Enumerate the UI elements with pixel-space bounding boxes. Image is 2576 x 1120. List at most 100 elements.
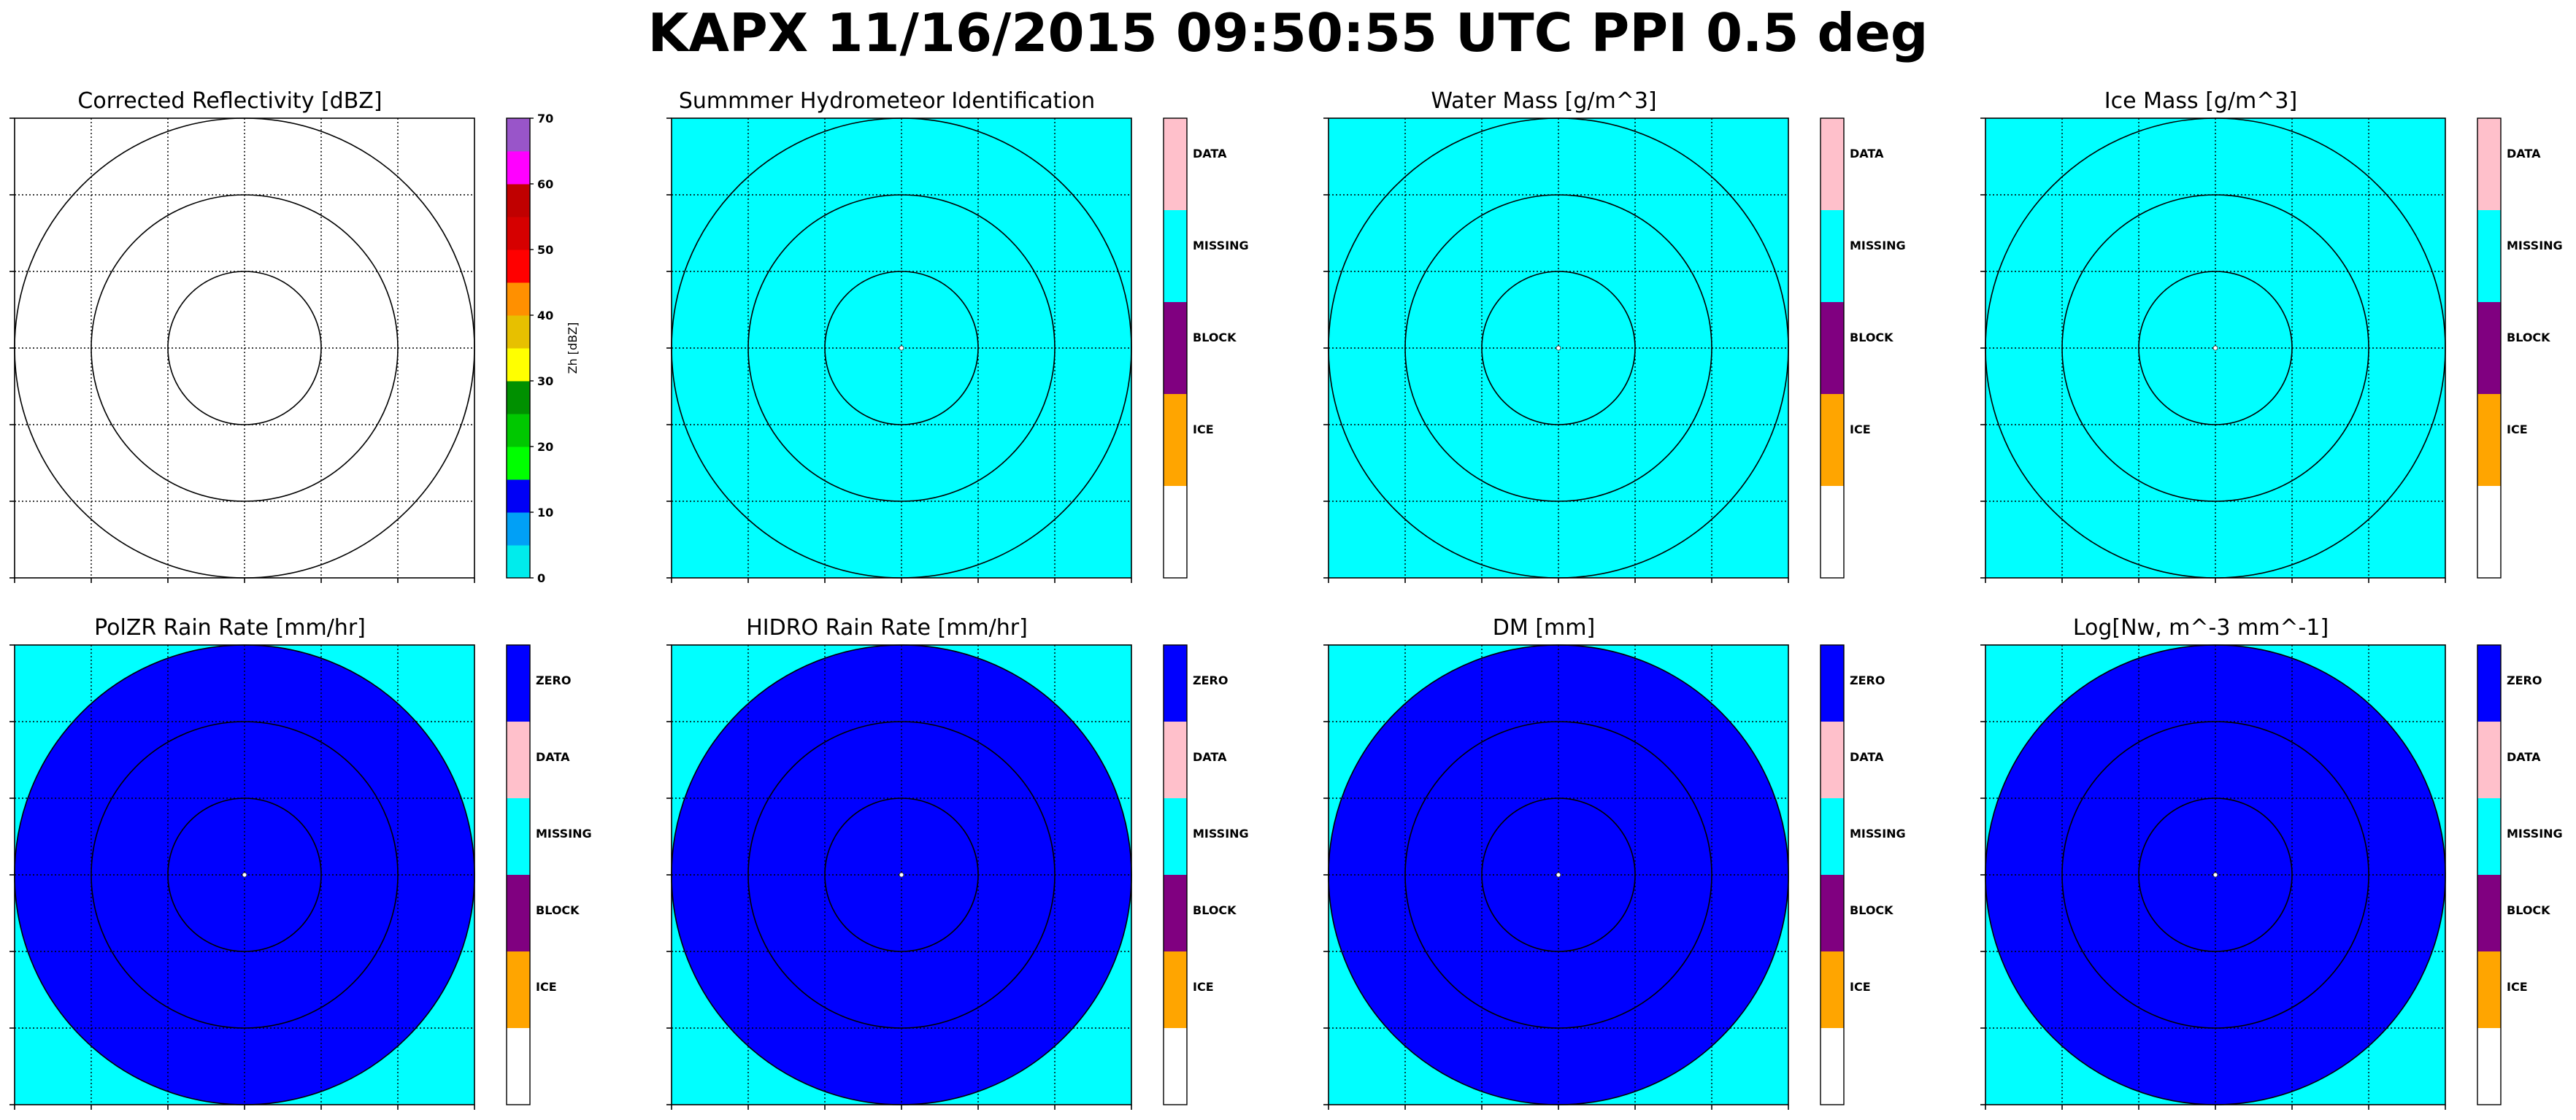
axes-frame — [671, 644, 1132, 1105]
colorbar-category — [2477, 875, 2501, 952]
colorbar-segment — [507, 151, 530, 185]
colorbar-category — [1820, 118, 1844, 211]
colorbar-category — [2477, 722, 2501, 799]
colorbar-category — [1820, 394, 1844, 487]
colorbar-category-label: BLOCK — [1193, 331, 1237, 344]
range-ring — [824, 797, 979, 952]
radar-panel: PolZR Rain Rate [mm/hr] ZERO DATA MISSING BL… — [0, 615, 592, 1111]
axes-frame — [14, 644, 475, 1105]
colorbar-category-label: DATA — [536, 750, 570, 764]
colorbar-category — [507, 875, 530, 952]
colorbar: ZERO DATA MISSING BLOCK ICE — [506, 644, 592, 1105]
ppi-axes — [666, 117, 1132, 583]
axes-frame — [1328, 644, 1789, 1105]
range-ring — [747, 721, 1056, 1029]
ppi-axes — [1323, 644, 1789, 1110]
colorbar-category — [1820, 302, 1844, 395]
colorbar-category-label: ICE — [1850, 980, 1871, 994]
ppi-axes — [1980, 117, 2446, 583]
colorbar-category-label: MISSING — [2507, 827, 2563, 841]
colorbar-frame — [1820, 644, 1845, 1105]
colorbar: ZERO DATA MISSING BLOCK ICE — [1820, 644, 1906, 1105]
colorbar-category — [2477, 1028, 2501, 1105]
colorbar-category — [507, 798, 530, 876]
range-ring — [2138, 797, 2293, 952]
colorbar-segment — [507, 479, 530, 513]
colorbar-tick-label: 70 — [537, 112, 553, 125]
panel-title: Water Mass [g/m^3] — [1431, 88, 1657, 114]
colorbar-category-label: MISSING — [1193, 239, 1249, 252]
colorbar-category-label: DATA — [1850, 750, 1884, 764]
range-ring — [1481, 797, 1636, 952]
colorbar: DATA MISSING BLOCK ICE — [1163, 117, 1249, 579]
panel-title: PolZR Rain Rate [mm/hr] — [94, 615, 366, 641]
colorbar-tick-label: 30 — [537, 374, 553, 388]
colorbar-category — [1164, 1028, 1187, 1105]
colorbar-category — [1820, 798, 1844, 876]
colorbar-tick-label: 10 — [537, 506, 553, 520]
colorbar-frame — [2477, 117, 2502, 579]
colorbar-category — [2477, 645, 2501, 722]
colorbar-category — [1164, 875, 1187, 952]
colorbar-category — [1164, 722, 1187, 799]
colorbar-category-label: ICE — [1193, 980, 1214, 994]
colorbar-frame — [506, 117, 531, 579]
colorbar: DATA MISSING BLOCK ICE — [2477, 117, 2563, 579]
panel-title: DM [mm] — [1492, 615, 1596, 641]
colorbar-category-label: DATA — [2507, 750, 2541, 764]
colorbar-category — [2477, 486, 2501, 579]
range-ring — [824, 271, 979, 425]
colorbar-tick-label: 0 — [537, 571, 545, 585]
radar-site-marker — [1556, 872, 1561, 878]
colorbar-category — [1164, 486, 1187, 579]
colorbar-category-label: DATA — [1193, 750, 1227, 764]
colorbar-frame — [1163, 644, 1188, 1105]
ppi-axes — [1323, 117, 1789, 583]
colorbar-segment — [507, 250, 530, 283]
colorbar-tick-label: 60 — [537, 177, 553, 191]
colorbar-category — [2477, 798, 2501, 876]
colorbar-segment — [507, 184, 530, 217]
range-ring — [91, 721, 399, 1029]
colorbar-category — [1164, 118, 1187, 211]
panel-title: Corrected Reflectivity [dBZ] — [77, 88, 382, 114]
colorbar-category — [1820, 1028, 1844, 1105]
panel-title: Summmer Hydrometeor Identification — [678, 88, 1096, 114]
range-ring — [1404, 194, 1712, 502]
colorbar-segment — [507, 381, 530, 414]
colorbar-segment — [507, 512, 530, 546]
colorbar-category — [1164, 798, 1187, 876]
radar-site-marker — [242, 872, 247, 878]
colorbar-category — [2477, 118, 2501, 211]
colorbar-category — [1820, 645, 1844, 722]
colorbar-category-label: ZERO — [536, 673, 571, 687]
axes-frame — [671, 117, 1132, 579]
colorbar-category — [2477, 394, 2501, 487]
colorbar-tick-label: 50 — [537, 243, 553, 257]
colorbar-category — [1820, 722, 1844, 799]
colorbar-category-label: ICE — [1193, 422, 1214, 436]
colorbar-category — [2477, 302, 2501, 395]
range-ring — [167, 797, 322, 952]
range-ring — [747, 194, 1056, 502]
colorbar-category-label: ICE — [536, 980, 557, 994]
colorbar-segment — [507, 414, 530, 447]
colorbar-category-label: ZERO — [1850, 673, 1885, 687]
ppi-axes — [666, 644, 1132, 1110]
colorbar-category — [1164, 951, 1187, 1029]
colorbar-category-label: MISSING — [1193, 827, 1249, 841]
colorbar-category-label: DATA — [1193, 147, 1227, 161]
colorbar-category — [1164, 302, 1187, 395]
colorbar-category-label: BLOCK — [1850, 903, 1893, 917]
colorbar-category-label: MISSING — [2507, 239, 2563, 252]
range-ring — [1481, 271, 1636, 425]
colorbar: ZERO DATA MISSING BLOCK ICE — [2477, 644, 2563, 1105]
radar-panel: Log[Nw, m^-3 mm^-1] ZERO DATA MISSING BLOCK I… — [1971, 615, 2563, 1111]
colorbar-category — [1164, 394, 1187, 487]
colorbar-category — [507, 645, 530, 722]
radar-panel: HIDRO Rain Rate [mm/hr] ZERO DATA MISSING BL… — [657, 615, 1249, 1111]
colorbar: 0 10 20 30 40 50 60 70 Zh [dBZ] — [506, 112, 580, 585]
range-ring — [1404, 721, 1712, 1029]
colorbar-frame — [2477, 644, 2502, 1105]
radar-site-marker — [2212, 872, 2218, 878]
